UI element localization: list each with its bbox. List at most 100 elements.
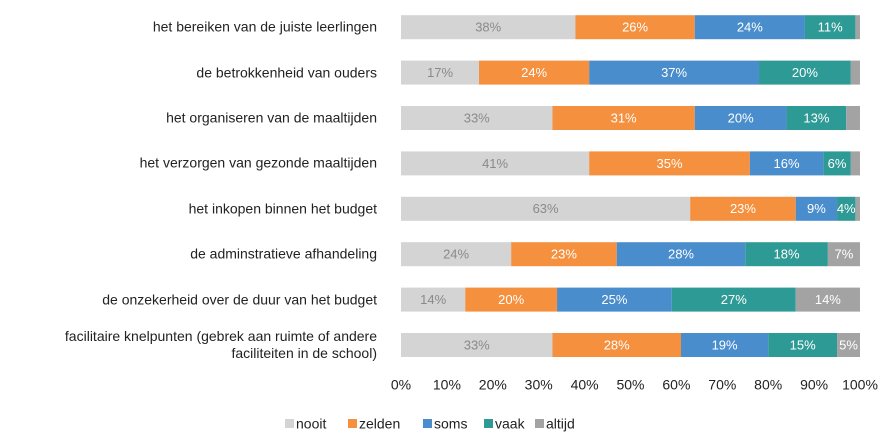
data-label: 13% xyxy=(803,110,829,125)
x-tick-label: 70% xyxy=(708,377,736,393)
x-tick-label: 30% xyxy=(525,377,553,393)
bar-segment xyxy=(823,151,851,176)
data-label: 33% xyxy=(464,337,490,352)
bar-segment xyxy=(479,60,590,85)
category-label: de onzekerheid over de duur van het budg… xyxy=(102,291,377,308)
data-label: 38% xyxy=(475,20,501,35)
bar-segment xyxy=(401,287,466,312)
x-tick-label: 90% xyxy=(800,377,828,393)
bar-segment xyxy=(401,15,576,40)
bar-segment xyxy=(855,15,860,40)
data-label: 17% xyxy=(427,65,453,80)
data-label: 23% xyxy=(730,201,756,216)
bar-segment xyxy=(827,242,860,267)
bar-segment xyxy=(401,151,590,176)
data-label: 28% xyxy=(604,337,630,352)
x-tick-label: 40% xyxy=(571,377,599,393)
legend-swatch xyxy=(484,419,493,428)
category-label: het bereiken van de juiste leerlingen xyxy=(152,18,377,35)
data-label: 41% xyxy=(482,156,508,171)
data-label: 24% xyxy=(737,20,763,35)
data-label: 26% xyxy=(622,20,648,35)
data-label: 35% xyxy=(656,156,682,171)
legend-swatch xyxy=(348,419,357,428)
bar-segment xyxy=(759,60,851,85)
legend-swatch xyxy=(285,419,294,428)
data-label: 7% xyxy=(835,247,854,262)
bar-segment xyxy=(401,106,553,130)
data-label: 19% xyxy=(712,337,738,352)
bar-segment xyxy=(786,106,847,130)
bar-segment xyxy=(616,242,746,267)
data-label: 6% xyxy=(828,156,847,171)
category-label: het verzorgen van gezonde maaltijden xyxy=(139,154,377,171)
data-label: 16% xyxy=(774,156,800,171)
data-label: 63% xyxy=(533,201,559,216)
data-label: 24% xyxy=(443,247,469,262)
bar-segment xyxy=(557,287,672,312)
data-label: 4% xyxy=(837,201,856,216)
bar-segment xyxy=(837,333,860,357)
bar-segment xyxy=(804,15,856,40)
x-tick-label: 10% xyxy=(433,377,461,393)
bar-segment xyxy=(465,287,558,312)
bar-segment xyxy=(589,151,750,176)
bar-segment xyxy=(855,196,860,221)
bar-segment xyxy=(552,106,695,130)
data-label: 37% xyxy=(661,65,687,80)
bar-segment xyxy=(694,106,787,130)
legend-label: altijd xyxy=(546,416,575,432)
bar-segment xyxy=(575,15,695,40)
data-label: 25% xyxy=(601,292,627,307)
x-tick-label: 20% xyxy=(479,377,507,393)
bar-segment xyxy=(850,151,860,176)
category-label: het inkopen binnen het budget xyxy=(188,200,377,217)
data-label: 5% xyxy=(839,337,858,352)
bar-segment xyxy=(401,242,512,267)
category-label: facilitaire knelpunten (gebrek aan ruimt… xyxy=(64,328,377,361)
data-label: 9% xyxy=(807,201,826,216)
bar-segment xyxy=(680,333,769,357)
data-label: 15% xyxy=(790,337,816,352)
data-label: 14% xyxy=(420,292,446,307)
bar-segment xyxy=(511,242,617,267)
data-label: 18% xyxy=(774,247,800,262)
bar-segment xyxy=(671,287,796,312)
bar-segment xyxy=(745,242,828,267)
legend-label: zelden xyxy=(359,416,400,432)
data-label: 11% xyxy=(818,20,843,35)
x-tick-label: 100% xyxy=(842,377,878,393)
x-tick-label: 80% xyxy=(754,377,782,393)
bar-segment xyxy=(401,60,480,85)
category-label: het organiseren van de maaltijden xyxy=(166,109,377,126)
data-label: 27% xyxy=(721,292,747,307)
data-label: 20% xyxy=(792,65,818,80)
bar-segment xyxy=(694,15,805,40)
bar-segment xyxy=(749,151,824,176)
data-label: 20% xyxy=(498,292,524,307)
category-label: de adminstratieve afhandeling xyxy=(190,245,377,262)
legend-swatch xyxy=(535,419,544,428)
bar-segment xyxy=(690,196,796,221)
bar-segment xyxy=(768,333,838,357)
legend-label: vaak xyxy=(495,416,526,432)
bar-segment xyxy=(795,196,838,221)
data-label: 14% xyxy=(815,292,841,307)
bar-segment xyxy=(837,196,856,221)
bar-segment xyxy=(401,333,553,357)
legend-label: nooit xyxy=(296,416,326,432)
data-label: 24% xyxy=(521,65,547,80)
bar-segment xyxy=(589,60,760,85)
x-tick-label: 50% xyxy=(616,377,644,393)
bar-segment xyxy=(846,106,860,130)
data-label: 31% xyxy=(611,110,637,125)
legend-swatch xyxy=(423,419,432,428)
x-tick-label: 60% xyxy=(662,377,690,393)
x-tick-label: 0% xyxy=(391,377,411,393)
data-label: 28% xyxy=(668,247,694,262)
data-label: 33% xyxy=(464,110,490,125)
bar-segment xyxy=(850,60,860,85)
legend-label: soms xyxy=(434,416,467,432)
